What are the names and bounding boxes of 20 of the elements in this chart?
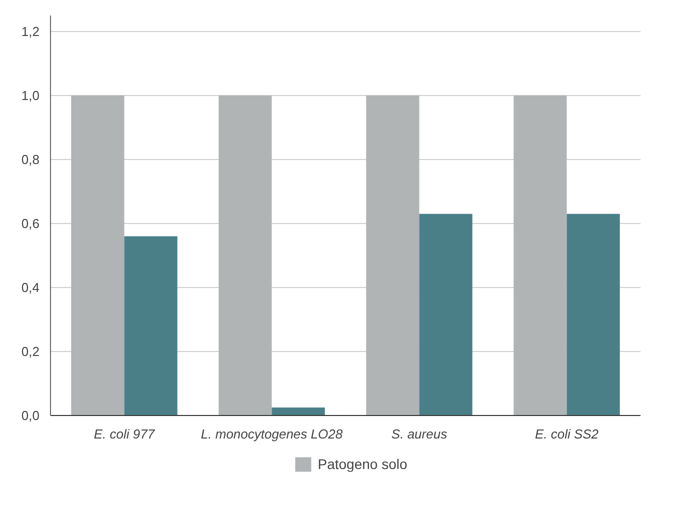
x-tick-label: L. monocytogenes LO28 [200, 426, 344, 442]
x-tick-label: S. aureus [391, 426, 448, 442]
y-tick-label: 0,2 [21, 344, 40, 359]
legend-label: Patogeno solo [318, 456, 408, 472]
bar [272, 408, 325, 416]
bar [71, 96, 124, 416]
y-tick-label: 0,8 [21, 152, 40, 167]
y-tick-label: 0,0 [21, 408, 40, 423]
y-tick-label: 0,6 [21, 216, 40, 231]
bar [514, 96, 567, 416]
x-tick-label: E. coli 977 [94, 426, 156, 442]
bar [124, 236, 178, 416]
y-tick-label: 0,4 [21, 280, 40, 295]
y-tick-label: 1,0 [21, 88, 40, 103]
x-tick-label: E. coli SS2 [534, 426, 600, 442]
bar [566, 214, 620, 416]
bar [366, 96, 420, 416]
bar [419, 214, 472, 416]
y-tick-label: 1,2 [21, 24, 40, 39]
bar [218, 96, 272, 416]
